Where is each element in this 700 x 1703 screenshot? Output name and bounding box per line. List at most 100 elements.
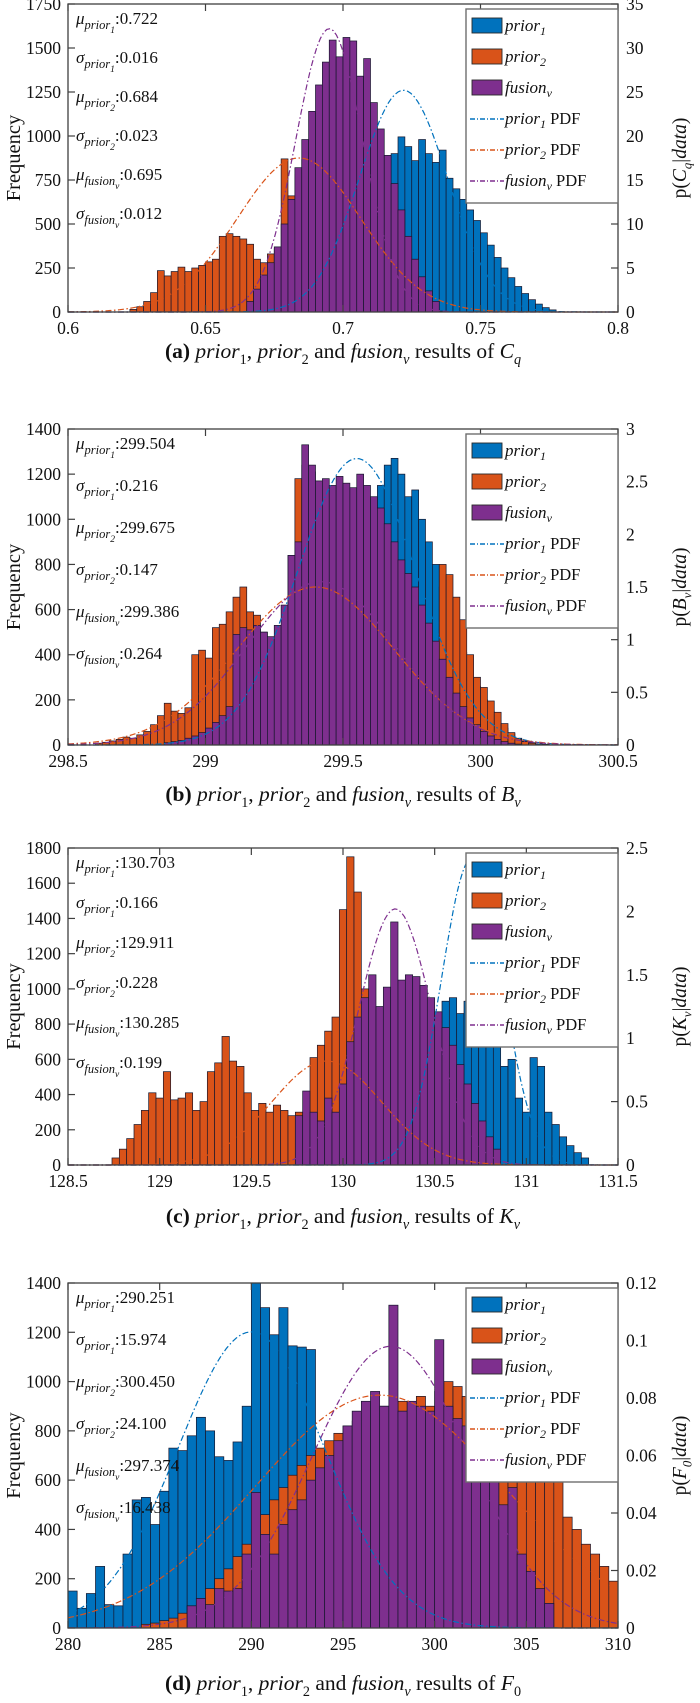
stat-line: σfusionv:0.264: [76, 644, 163, 671]
legend-name-sub: 1: [540, 117, 546, 131]
bar: [273, 625, 282, 746]
y-right-tick-label: 2: [626, 524, 635, 544]
bar: [425, 622, 433, 746]
stat-line: μfusionv:0.695: [75, 165, 162, 192]
bar: [525, 1570, 536, 1629]
bar: [177, 1097, 186, 1166]
text-segment: (c): [166, 1204, 195, 1228]
bar: [122, 736, 131, 746]
text-segment: fusion: [351, 339, 404, 363]
stat-value: :0.722: [115, 9, 158, 28]
bar: [278, 1524, 289, 1629]
bar: [500, 267, 509, 313]
y-left-tick-label: 1000: [26, 126, 61, 146]
stat-subsub: 1: [110, 451, 115, 461]
text-segment: C: [670, 168, 691, 182]
bar: [466, 209, 474, 313]
legend-name: prior: [504, 1419, 540, 1438]
bar: [544, 1603, 555, 1629]
stat-value: :290.251: [115, 1288, 175, 1307]
bar: [241, 1553, 252, 1629]
text-segment: ,: [247, 339, 258, 363]
stat-symbol: σ: [76, 476, 85, 495]
legend-swatch-prior2: [471, 892, 503, 909]
y-right-tick-label: 0.04: [626, 1503, 657, 1523]
legend-name: prior: [504, 565, 540, 584]
stat-subsub: v: [115, 619, 120, 629]
legend-label: prior1: [504, 16, 546, 38]
bar: [246, 301, 254, 313]
bar: [280, 1110, 289, 1166]
caption-c: (c) prior1, prior2 and fusionv results o…: [166, 1204, 521, 1233]
bar: [521, 293, 529, 313]
y-right-tick-label: 0: [626, 1155, 635, 1175]
legend-box: [465, 433, 619, 629]
text-segment: data: [670, 554, 691, 589]
text-segment: v: [403, 1217, 410, 1233]
text-segment: 2: [303, 795, 310, 811]
stat-sub: fusion: [84, 213, 115, 227]
bar: [566, 1145, 575, 1166]
bar: [485, 1136, 494, 1166]
legend-name-sub: v: [547, 179, 553, 193]
text-segment: data: [670, 973, 691, 1008]
bar: [480, 731, 488, 746]
bar: [331, 1111, 340, 1166]
stat-line: μprior1:0.722: [75, 9, 158, 36]
bar: [301, 444, 309, 746]
text-segment: 1: [241, 795, 248, 811]
stat-symbol: μ: [75, 933, 85, 952]
stat-value: :130.285: [119, 1013, 179, 1032]
bar: [328, 485, 337, 746]
y-left-tick-label: 1800: [26, 838, 61, 858]
y-right-tick-label: 0.02: [626, 1561, 657, 1581]
bar: [195, 1598, 206, 1629]
text-segment: v: [514, 795, 521, 811]
bar: [388, 1304, 399, 1629]
x-tick-label: 131: [513, 1171, 539, 1191]
text-segment: q: [514, 352, 521, 368]
bar: [390, 183, 399, 313]
y-left-tick-label: 1400: [26, 1273, 61, 1293]
legend-entry: fusionv: [471, 503, 553, 525]
bar: [150, 724, 158, 746]
legend-entry: prior2: [471, 891, 546, 913]
y-right-axis-label: p(Bv|data): [670, 548, 694, 627]
bar: [463, 1083, 472, 1166]
y-right-tick-label: 0.5: [626, 682, 648, 702]
text-segment: |: [670, 159, 691, 163]
stat-symbol: σ: [76, 48, 85, 67]
stat-value: :0.166: [115, 893, 158, 912]
bar: [324, 1455, 335, 1629]
stat-line: σprior1:0.016: [76, 48, 158, 75]
bar: [432, 162, 440, 313]
x-tick-label: 0.7: [332, 318, 354, 338]
stat-subsub: v: [115, 661, 120, 671]
bar: [198, 265, 206, 313]
bar: [162, 1071, 172, 1166]
text-segment: |: [670, 1457, 691, 1461]
bar: [492, 1148, 502, 1166]
y-left-tick-label: 500: [35, 214, 62, 234]
text-segment: (b): [165, 782, 197, 806]
legend-swatch-prior2: [471, 473, 503, 490]
stat-line: μprior2:129.911: [75, 933, 174, 960]
panel-a: 0.6 0.65 0.7 0.75 0.802505007501000125015001…: [3, 0, 694, 368]
bar: [516, 1553, 527, 1629]
bar: [280, 604, 289, 746]
y-right-tick-label: 1.5: [626, 577, 648, 597]
bar: [324, 1097, 333, 1166]
legend-label: prior1 PDF: [504, 534, 580, 556]
bar: [500, 1066, 509, 1166]
text-segment: 2: [301, 1217, 308, 1233]
stat-value: :130.703: [115, 853, 175, 872]
bar: [250, 1492, 261, 1629]
bar: [191, 654, 199, 746]
bar: [438, 149, 447, 313]
legend-name: fusion: [505, 1015, 547, 1034]
y-left-axis-label: Frequency: [3, 1411, 25, 1498]
stat-value: :0.216: [115, 476, 158, 495]
y-right-tick-label: 1.5: [626, 965, 648, 985]
